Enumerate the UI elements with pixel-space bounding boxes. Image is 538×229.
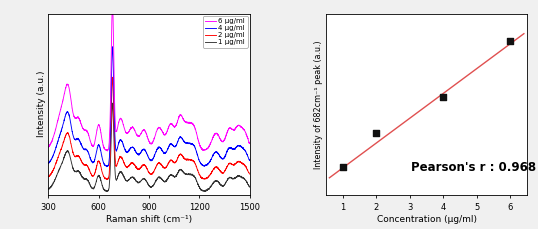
Point <box>506 40 515 43</box>
Line: 1 μg/ml: 1 μg/ml <box>48 103 250 192</box>
4 μg/ml <box>55 137 62 140</box>
Line: 6 μg/ml: 6 μg/ml <box>48 5 250 151</box>
Point <box>338 165 347 169</box>
Point <box>439 95 448 98</box>
4 μg/ml <box>103 165 110 168</box>
1 μg/ml <box>109 102 116 104</box>
6 μg/ml <box>246 142 253 145</box>
6 μg/ml <box>55 116 62 118</box>
X-axis label: Concentration (μg/ml): Concentration (μg/ml) <box>377 215 477 224</box>
2 μg/ml <box>109 76 116 79</box>
1 μg/ml <box>202 190 208 193</box>
4 μg/ml <box>143 151 150 154</box>
6 μg/ml <box>109 3 116 6</box>
2 μg/ml <box>138 166 144 169</box>
6 μg/ml <box>104 150 110 152</box>
6 μg/ml <box>240 128 247 131</box>
2 μg/ml <box>104 178 110 181</box>
4 μg/ml <box>240 148 247 151</box>
1 μg/ml <box>143 180 150 183</box>
4 μg/ml <box>45 162 52 165</box>
4 μg/ml <box>204 163 210 166</box>
Legend: 6 μg/ml, 4 μg/ml, 2 μg/ml, 1 μg/ml: 6 μg/ml, 4 μg/ml, 2 μg/ml, 1 μg/ml <box>203 16 247 48</box>
6 μg/ml <box>45 146 52 149</box>
4 μg/ml <box>109 45 116 48</box>
1 μg/ml <box>240 177 247 180</box>
Y-axis label: Intensity of 682cm⁻¹ peak (a.u.): Intensity of 682cm⁻¹ peak (a.u.) <box>314 40 323 169</box>
4 μg/ml <box>138 150 144 153</box>
6 μg/ml <box>204 148 210 150</box>
6 μg/ml <box>143 132 150 135</box>
4 μg/ml <box>240 148 247 151</box>
1 μg/ml <box>45 187 52 190</box>
Point <box>372 131 381 135</box>
2 μg/ml <box>246 173 253 175</box>
X-axis label: Raman shift (cm⁻¹): Raman shift (cm⁻¹) <box>106 215 192 224</box>
1 μg/ml <box>246 186 253 188</box>
1 μg/ml <box>204 189 210 191</box>
Line: 2 μg/ml: 2 μg/ml <box>48 77 250 179</box>
4 μg/ml <box>246 159 253 161</box>
Y-axis label: Intensity (a.u.): Intensity (a.u.) <box>37 71 46 137</box>
2 μg/ml <box>143 166 150 169</box>
6 μg/ml <box>138 132 144 135</box>
2 μg/ml <box>240 163 247 166</box>
2 μg/ml <box>55 154 62 157</box>
2 μg/ml <box>204 176 210 179</box>
1 μg/ml <box>240 177 247 180</box>
2 μg/ml <box>45 175 52 178</box>
2 μg/ml <box>240 163 247 166</box>
1 μg/ml <box>138 179 144 182</box>
6 μg/ml <box>240 128 247 131</box>
Text: Pearson's r : 0.968: Pearson's r : 0.968 <box>410 161 536 174</box>
1 μg/ml <box>55 169 62 172</box>
Line: 4 μg/ml: 4 μg/ml <box>48 47 250 167</box>
